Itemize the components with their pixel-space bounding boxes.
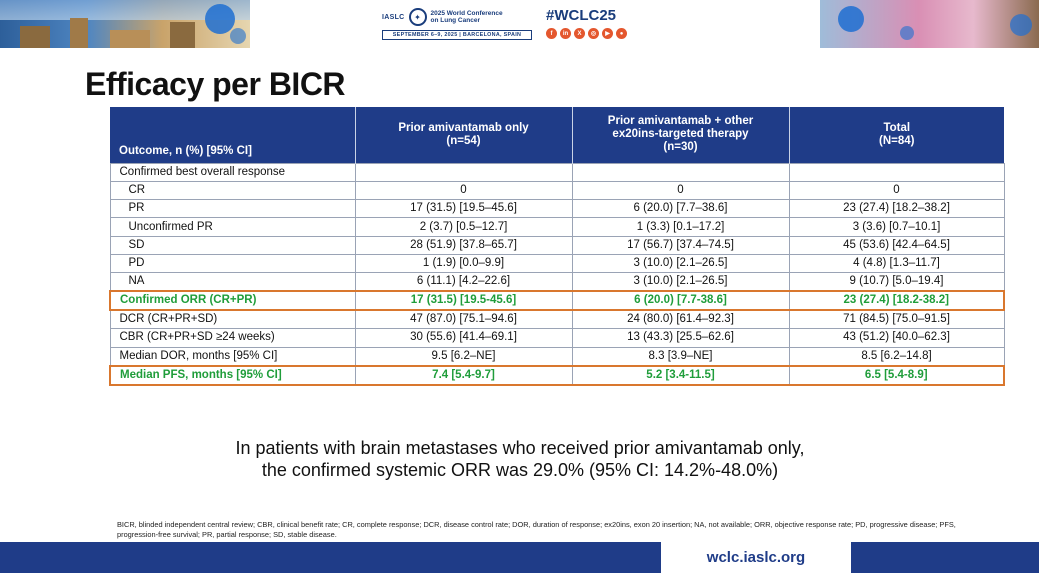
row-value: 23 (27.4) [18.2–38.2] xyxy=(788,199,1005,219)
table-row: CR 0 0 0 xyxy=(109,180,1005,201)
row-value: 4 (4.8) [1.3–11.7] xyxy=(788,253,1005,274)
banner-photo-left xyxy=(0,0,250,48)
row-value: 1 (3.3) [0.1–17.2] xyxy=(571,217,790,237)
header-line: (n=30) xyxy=(663,141,698,154)
row-label: DCR (CR+PR+SD) xyxy=(109,309,356,330)
row-value: 6 (11.1) [4.2–22.6] xyxy=(354,272,573,292)
header-line: Total xyxy=(883,121,911,134)
row-value: 0 xyxy=(571,180,790,201)
footer-bar-right xyxy=(851,542,1039,573)
row-value: 3 (10.0) [2.1–26.5] xyxy=(571,253,790,274)
row-label: Median PFS, months [95% CI] xyxy=(109,364,356,386)
date-location: SEPTEMBER 6–9, 2025 | BARCELONA, SPAIN xyxy=(382,30,532,40)
header-line: (n=54) xyxy=(446,134,481,147)
row-value: 8.3 [3.9–NE] xyxy=(571,346,790,367)
row-value xyxy=(788,162,1005,182)
row-value: 6.5 [5.4-8.9] xyxy=(788,364,1005,386)
header-line: ex20ins-targeted therapy xyxy=(612,128,749,141)
row-value xyxy=(354,162,573,182)
conference-name-line1: 2025 World Conference xyxy=(430,9,503,17)
summary-line-2: the confirmed systemic ORR was 29.0% (95… xyxy=(261,460,779,480)
table-header-row: Outcome, n (%) [95% CI] Prior amivantama… xyxy=(110,107,1004,163)
row-value: 0 xyxy=(354,180,573,201)
row-label: Confirmed ORR (CR+PR) xyxy=(109,290,356,312)
table-header-total: Total (N=84) xyxy=(789,107,1004,163)
table-row: NA 6 (11.1) [4.2–22.6] 3 (10.0) [2.1–26.5]… xyxy=(109,272,1005,292)
row-value: 17 (31.5) [19.5–45.6] xyxy=(354,199,573,219)
row-value xyxy=(571,162,790,182)
row-value: 24 (80.0) [61.4–92.3] xyxy=(571,309,790,330)
row-value: 43 (51.2) [40.0–62.3] xyxy=(788,328,1005,348)
table-row: SD 28 (51.9) [37.8–65.7] 17 (56.7) [37.4–7… xyxy=(109,235,1005,255)
row-value: 71 (84.5) [75.0–91.5] xyxy=(788,309,1005,330)
table-row: CBR (CR+PR+SD ≥24 weeks) 30 (55.6) [41.4–… xyxy=(109,328,1005,348)
instagram-icon[interactable]: ◎ xyxy=(588,28,599,39)
row-label: CR xyxy=(109,180,356,201)
row-label: PR xyxy=(109,199,356,219)
row-label: Unconfirmed PR xyxy=(109,217,356,237)
abbreviations-footnote: BICR, blinded independent central review… xyxy=(117,520,956,539)
row-value: 3 (3.6) [0.7–10.1] xyxy=(788,217,1005,237)
row-value: 3 (10.0) [2.1–26.5] xyxy=(571,272,790,292)
row-value: 45 (53.6) [42.4–64.5] xyxy=(788,235,1005,255)
header-line: (N=84) xyxy=(879,134,915,147)
header-line: Prior amivantamab only xyxy=(398,121,529,134)
x-icon[interactable]: X xyxy=(574,28,585,39)
footer-url[interactable]: wclc.iaslc.org xyxy=(706,549,806,566)
facebook-icon[interactable]: f xyxy=(546,28,557,39)
summary-line-1: In patients with brain metastases who re… xyxy=(235,438,805,458)
hashtag: #WCLC25 xyxy=(546,7,617,24)
youtube-icon[interactable]: ▶ xyxy=(602,28,613,39)
table-row: Confirmed best overall response xyxy=(109,162,1005,182)
header-line: Prior amivantamab + other xyxy=(607,115,754,128)
banner-photo-right xyxy=(820,0,1039,48)
row-label: PD xyxy=(109,253,356,274)
row-value: 28 (51.9) [37.8–65.7] xyxy=(354,235,573,255)
page-title: Efficacy per BICR xyxy=(85,66,346,102)
wechat-icon[interactable]: ● xyxy=(616,28,627,39)
footer-bar-left xyxy=(0,542,661,573)
social-icons: f in X ◎ ▶ ● xyxy=(546,28,627,39)
efficacy-table: Outcome, n (%) [95% CI] Prior amivantama… xyxy=(109,107,1005,386)
row-value: 9.5 [6.2–NE] xyxy=(354,346,573,367)
table-header-outcome: Outcome, n (%) [95% CI] xyxy=(110,107,356,163)
row-value: 7.4 [5.4-9.7] xyxy=(354,364,573,386)
table-row: PR 17 (31.5) [19.5–45.6] 6 (20.0) [7.7–38.… xyxy=(109,199,1005,219)
table-header-prior-amivantamab: Prior amivantamab only (n=54) xyxy=(355,107,573,163)
row-value: 17 (31.5) [19.5-45.6] xyxy=(354,290,573,312)
table-row-highlighted: Confirmed ORR (CR+PR) 17 (31.5) [19.5-45.… xyxy=(109,290,1005,312)
row-value: 8.5 [6.2–14.8] xyxy=(788,346,1005,367)
row-value: 13 (43.3) [25.5–62.6] xyxy=(571,328,790,348)
row-value: 1 (1.9) [0.0–9.9] xyxy=(354,253,573,274)
brain-metastases-summary: In patients with brain metastases who re… xyxy=(160,437,880,481)
row-value: 30 (55.6) [41.4–69.1] xyxy=(354,328,573,348)
row-value: 9 (10.7) [5.0–19.4] xyxy=(788,272,1005,292)
row-value: 6 (20.0) [7.7-38.6] xyxy=(571,290,790,312)
row-value: 5.2 [3.4-11.5] xyxy=(571,364,790,386)
org-name: IASLC xyxy=(382,13,405,21)
row-value: 47 (87.0) [75.1–94.6] xyxy=(354,309,573,330)
header-banner: IASLC ✦ 2025 World Conference on Lung Ca… xyxy=(0,0,1039,48)
seal-icon: ✦ xyxy=(408,8,427,26)
row-label: Confirmed best overall response xyxy=(109,162,356,182)
row-label: SD xyxy=(109,235,356,255)
conference-name-line2: on Lung Cancer xyxy=(430,17,480,24)
table-row: PD 1 (1.9) [0.0–9.9] 3 (10.0) [2.1–26.5] 4 … xyxy=(109,253,1005,274)
table-row: Unconfirmed PR 2 (3.7) [0.5–12.7] 1 (3.3) … xyxy=(109,217,1005,237)
row-value: 6 (20.0) [7.7–38.6] xyxy=(571,199,790,219)
table-header-prior-amivantamab-other: Prior amivantamab + other ex20ins-targete… xyxy=(572,107,790,163)
row-label: NA xyxy=(109,272,356,292)
conference-logo: IASLC ✦ 2025 World Conference on Lung Ca… xyxy=(382,6,532,42)
linkedin-icon[interactable]: in xyxy=(560,28,571,39)
row-value: 0 xyxy=(788,180,1005,201)
table-row: Median DOR, months [95% CI] 9.5 [6.2–NE] 8… xyxy=(109,346,1005,367)
row-value: 23 (27.4) [18.2-38.2] xyxy=(788,290,1005,312)
row-label: Median DOR, months [95% CI] xyxy=(109,346,356,367)
table-row-highlighted: Median PFS, months [95% CI] 7.4 [5.4-9.7]… xyxy=(109,364,1005,386)
table-row: DCR (CR+PR+SD) 47 (87.0) [75.1–94.6] 24 (8… xyxy=(109,309,1005,330)
row-label: CBR (CR+PR+SD ≥24 weeks) xyxy=(109,328,356,348)
row-value: 17 (56.7) [37.4–74.5] xyxy=(571,235,790,255)
row-value: 2 (3.7) [0.5–12.7] xyxy=(354,217,573,237)
